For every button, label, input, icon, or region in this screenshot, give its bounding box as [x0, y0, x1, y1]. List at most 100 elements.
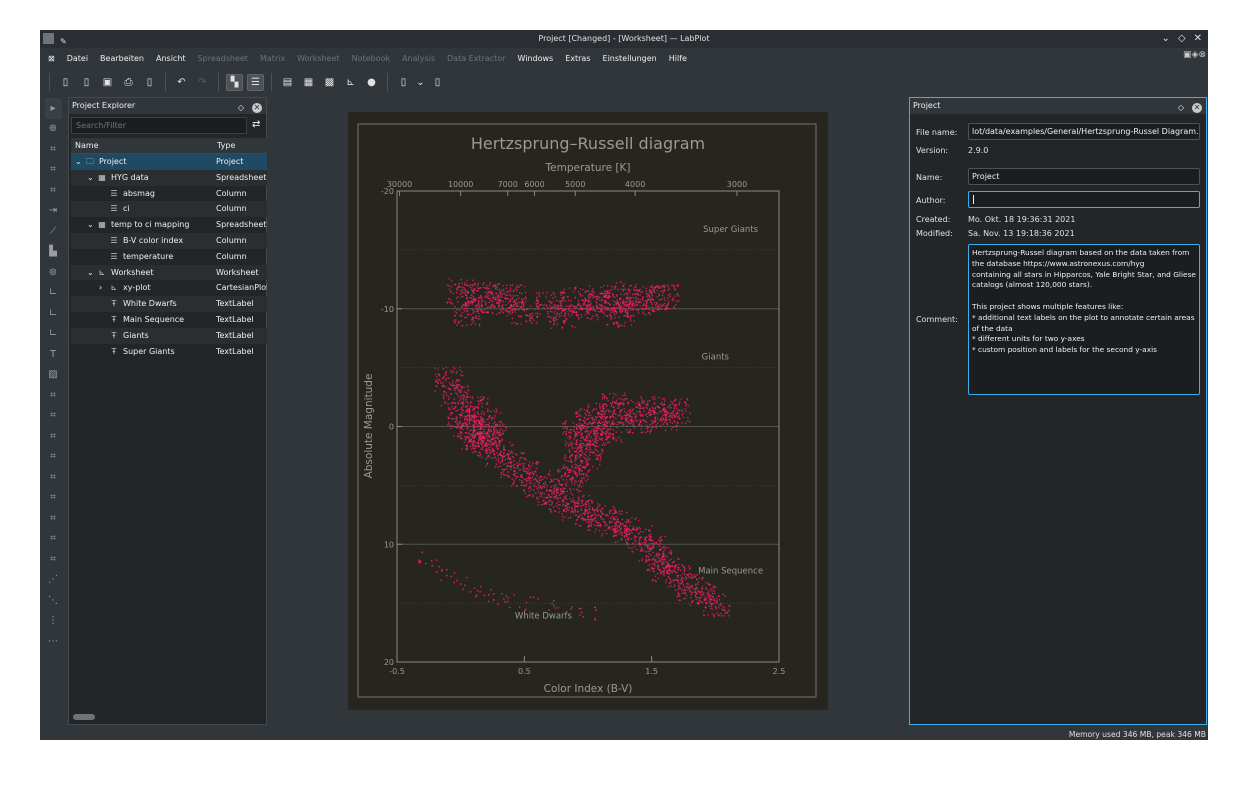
filter-options-icon[interactable]: ⇄ — [252, 119, 261, 130]
add-axis-icon[interactable]: ∟ — [48, 287, 58, 299]
menu-windows[interactable]: Windows — [517, 53, 554, 63]
tree-row[interactable]: › ⊾ xy-plot CartesianPlot — [71, 280, 267, 296]
add-xy-curve-icon[interactable]: ⟋ — [49, 225, 57, 237]
export-icon[interactable]: ▯ — [434, 76, 441, 88]
zoom-x-icon[interactable]: ⌗ — [50, 164, 56, 176]
float-icon[interactable]: ◇ — [1177, 103, 1184, 112]
menu-ansicht[interactable]: Ansicht — [156, 53, 186, 63]
close-icon[interactable]: ✕ — [252, 103, 262, 113]
shift-right-icon[interactable]: ⋱ — [48, 594, 58, 606]
tree-row[interactable]: Ŧ Main Sequence TextLabel — [71, 312, 267, 328]
author-field[interactable] — [968, 191, 1200, 208]
tree-row[interactable]: ⌄ ▦ temp to ci mapping Spreadsheet — [71, 217, 267, 233]
menu-spreadsheet[interactable]: Spreadsheet — [197, 53, 248, 63]
tree-row[interactable]: ⌄ ⊾ Worksheet Worksheet — [71, 264, 267, 281]
tree-row[interactable]: Ŧ White Dwarfs TextLabel — [71, 296, 267, 312]
zoom-in-x-icon[interactable]: ⌗ — [50, 492, 56, 504]
tree-row[interactable]: ☰ temperature Column — [71, 249, 267, 265]
expand-toggle-icon[interactable]: ⌄ — [87, 220, 94, 230]
tree-row[interactable]: Ŧ Super Giants TextLabel — [71, 344, 267, 360]
expand-toggle-icon[interactable]: ⌄ — [75, 157, 82, 166]
print-icon[interactable]: ⎙ — [124, 76, 133, 88]
save-icon[interactable]: ▣ — [102, 76, 113, 88]
data-point — [584, 513, 586, 516]
expand-toggle-icon[interactable]: ⌄ — [87, 172, 94, 182]
data-point — [632, 309, 634, 311]
zoom-y-icon[interactable]: ⌗ — [50, 184, 56, 196]
shift-down-icon[interactable]: ⋯ — [48, 635, 58, 647]
add-bar-icon[interactable]: ⊛ — [48, 266, 58, 278]
new-datapicker-icon[interactable]: ▩ — [324, 76, 335, 88]
data-point — [630, 423, 632, 425]
import-dropdown-icon[interactable]: ⌄ — [416, 76, 425, 88]
tree-row[interactable]: ⌄ ▦ HYG data Spreadsheet — [71, 169, 267, 186]
data-point — [673, 400, 675, 402]
shift-left-icon[interactable]: ⋰ — [48, 574, 58, 586]
tree-row[interactable]: ☰ ci Column — [71, 201, 267, 218]
expand-toggle-icon[interactable]: › — [99, 283, 103, 293]
scale-auto-icon[interactable]: ⌗ — [50, 389, 56, 401]
scale-y-icon[interactable]: ⌗ — [50, 430, 56, 442]
menu-extras[interactable]: Extras — [565, 53, 591, 63]
print-preview-icon[interactable]: ▯ — [146, 76, 153, 88]
add-text-label-icon[interactable]: T — [49, 348, 57, 360]
import-icon[interactable]: ▯ — [400, 76, 407, 88]
tree-row[interactable]: ☰ B-V color index Column — [71, 232, 267, 249]
add-histogram-icon[interactable]: ▙ — [49, 246, 57, 258]
menu-analysis[interactable]: Analysis — [402, 53, 436, 63]
redo-icon[interactable]: ↷ — [198, 76, 207, 88]
add-x-axis-icon[interactable]: ∟ — [48, 307, 58, 319]
tree-row[interactable]: Ŧ Giants TextLabel — [71, 327, 267, 344]
menu-einstellungen[interactable]: Einstellungen — [602, 53, 657, 63]
open-project-icon[interactable]: ▯ — [83, 76, 90, 88]
new-project-icon[interactable]: ▯ — [62, 76, 69, 88]
navigate-icon[interactable]: ⊕ — [48, 123, 58, 135]
column-header-type[interactable]: Type — [217, 141, 236, 150]
menu-bearbeiten[interactable]: Bearbeiten — [100, 53, 144, 63]
properties-toggle-icon[interactable]: ☰ — [247, 73, 264, 91]
tree-row[interactable]: ⌄ 🗀 Project Project — [71, 154, 267, 170]
add-image-icon[interactable]: ▨ — [48, 369, 58, 381]
zoom-out-x-icon[interactable]: ⌗ — [50, 512, 56, 524]
select-icon[interactable]: ▸ — [44, 98, 62, 119]
shift-x-icon[interactable]: ⇥ — [48, 205, 58, 217]
tree-row[interactable]: ☰ absmag Column — [71, 186, 267, 202]
mdi-controls[interactable]: ▣◈⊗ — [1183, 50, 1206, 60]
undo-icon[interactable]: ↶ — [177, 76, 186, 88]
add-y-axis-icon[interactable]: ∟ — [48, 328, 58, 340]
menu-data-extractor[interactable]: Data Extractor — [447, 53, 506, 63]
menu-matrix[interactable]: Matrix — [259, 53, 286, 63]
file-name-field[interactable]: lot/data/examples/General/Hertzsprung-Ru… — [968, 123, 1200, 140]
shift-up-icon[interactable]: ⋮ — [48, 615, 58, 627]
data-point — [699, 590, 701, 592]
comment-field[interactable]: Hertzsprung-Russel diagram based on the … — [968, 244, 1200, 395]
menu-hilfe[interactable]: Hilfe — [668, 53, 687, 63]
horizontal-scrollbar[interactable] — [73, 714, 95, 720]
close-icon[interactable]: ✕ — [1192, 103, 1202, 113]
expand-toggle-icon[interactable]: ⌄ — [87, 267, 94, 277]
new-matrix-icon[interactable]: ▦ — [303, 76, 314, 88]
new-worksheet-icon[interactable]: ⊾ — [346, 76, 355, 88]
minimize-button[interactable]: ⌄ — [1161, 33, 1170, 44]
zoom-select-icon[interactable]: ⌗ — [50, 143, 56, 155]
worksheet-canvas[interactable]: Hertzsprung–Russell diagram Temperature [… — [348, 112, 828, 710]
pin-icon[interactable]: ✎ — [60, 37, 67, 46]
close-button[interactable]: ✕ — [1193, 33, 1202, 44]
zoom-out-icon[interactable]: ⌗ — [50, 471, 56, 483]
zoom-in-y-icon[interactable]: ⌗ — [50, 533, 56, 545]
scale-x-icon[interactable]: ⌗ — [50, 410, 56, 422]
new-spreadsheet-icon[interactable]: ▤ — [282, 76, 293, 88]
menu-worksheet[interactable]: Worksheet — [297, 53, 340, 63]
project-explorer-toggle-icon[interactable]: ▚ — [226, 73, 243, 91]
maximize-button[interactable]: ◇ — [1177, 33, 1186, 44]
column-header-name[interactable]: Name — [75, 141, 99, 150]
new-notebook-icon[interactable]: ● — [367, 76, 376, 88]
name-field[interactable]: Project — [968, 168, 1200, 185]
menu-notebook[interactable]: Notebook — [351, 53, 391, 63]
menu-datei[interactable]: Datei — [66, 53, 89, 63]
float-icon[interactable]: ◇ — [237, 103, 244, 112]
search-input[interactable]: Search/Filter — [71, 117, 247, 134]
zoom-in-icon[interactable]: ⌗ — [50, 451, 56, 463]
zoom-out-y-icon[interactable]: ⌗ — [50, 553, 56, 565]
